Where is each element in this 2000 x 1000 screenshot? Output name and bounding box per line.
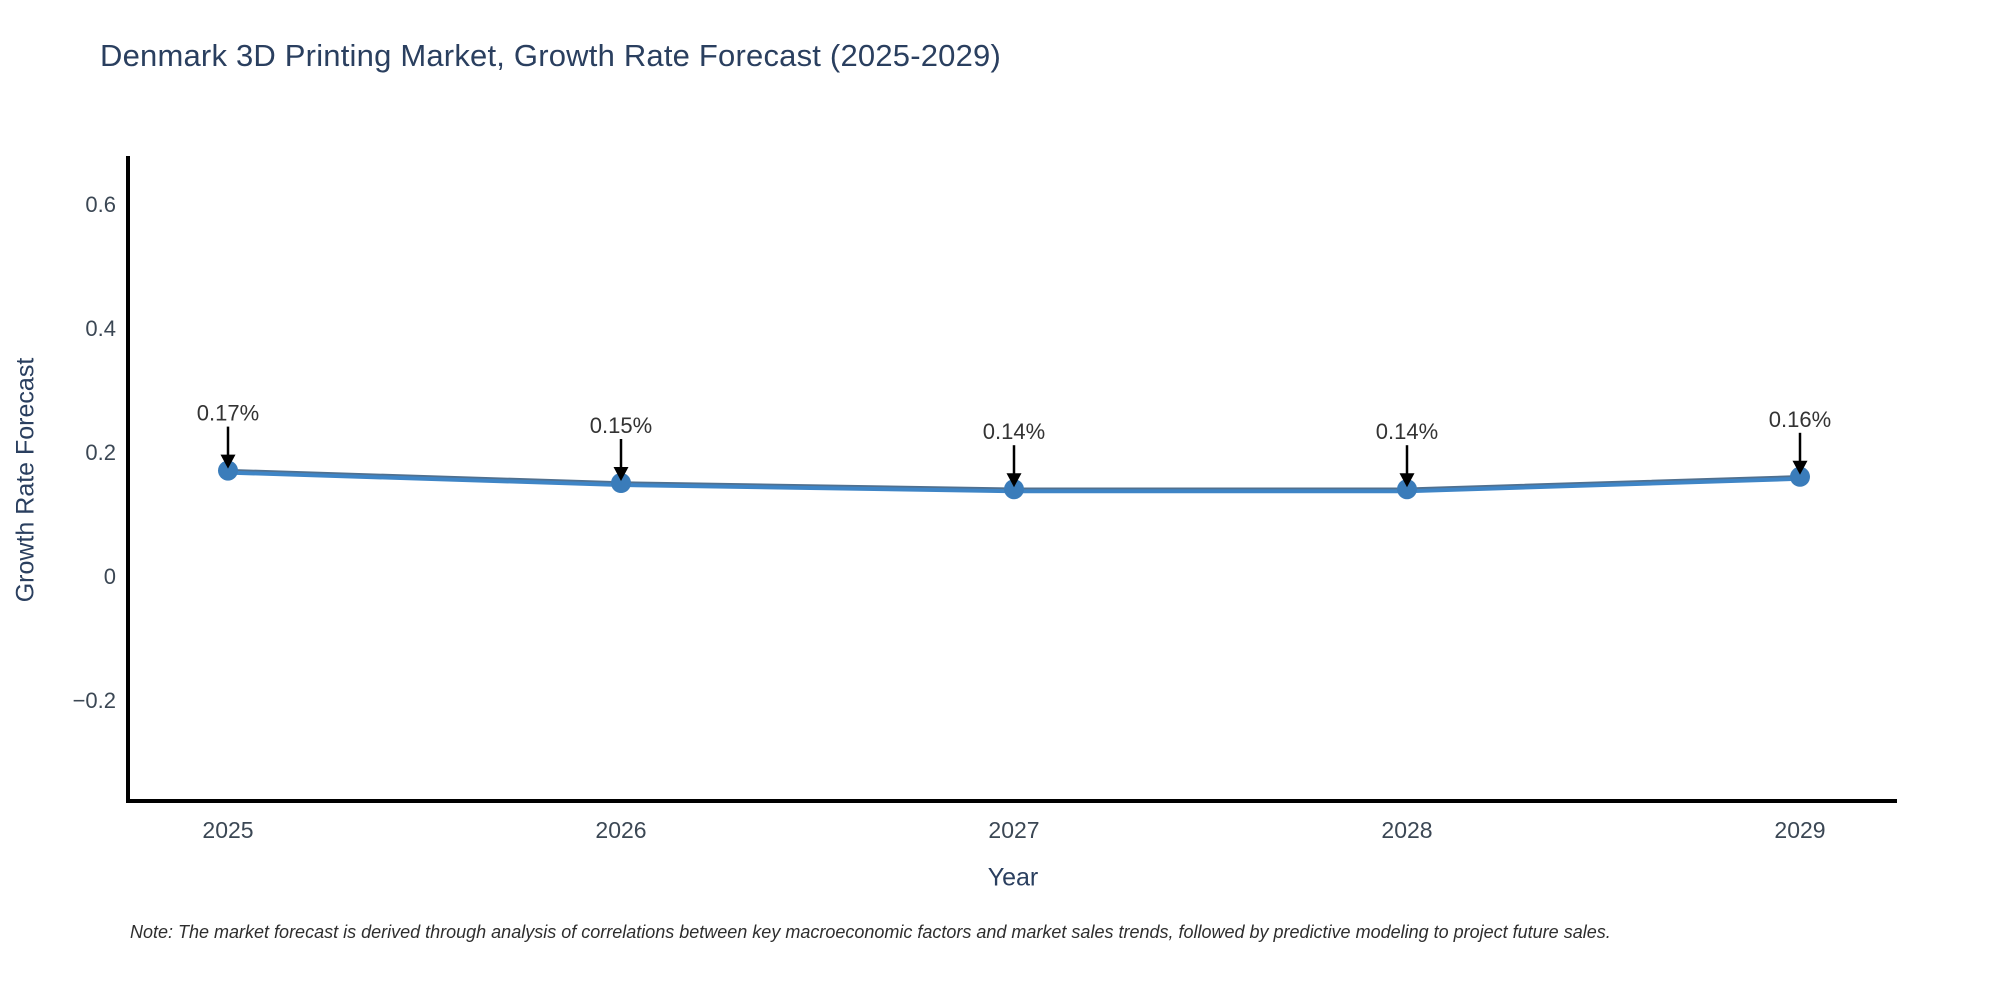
y-axis-title: Growth Rate Forecast (11, 357, 40, 603)
x-axis-title: Year (987, 863, 1039, 892)
data-point-label: 0.15% (590, 413, 652, 438)
chart-title: Denmark 3D Printing Market, Growth Rate … (100, 38, 1002, 73)
x-tick-label: 2029 (1774, 817, 1825, 843)
annotation-arrow-head (1006, 473, 1022, 488)
y-tick-label: 0.2 (85, 440, 116, 465)
y-tick-label: 0.6 (85, 192, 116, 217)
data-point-marker (1397, 479, 1417, 500)
data-point-marker (218, 460, 238, 481)
annotation-arrow-head (613, 467, 629, 481)
data-point-marker (1004, 479, 1024, 500)
x-tick-label: 2028 (1381, 817, 1432, 843)
data-point-label: 0.16% (1769, 407, 1831, 432)
data-point-label: 0.17% (197, 401, 259, 426)
x-tick-label: 2026 (595, 817, 646, 843)
y-tick-label: 0 (104, 564, 116, 589)
data-point-label: 0.14% (1376, 419, 1438, 444)
annotation-arrow-head (1792, 460, 1808, 475)
footnote: Note: The market forecast is derived thr… (130, 922, 1611, 942)
data-point-marker (611, 473, 631, 493)
x-tick-label: 2025 (202, 817, 253, 843)
annotation-arrow-head (220, 454, 236, 469)
data-point-label: 0.14% (983, 419, 1045, 444)
x-tick-label: 2027 (988, 817, 1039, 843)
y-tick-label: 0.4 (85, 316, 116, 341)
annotation-arrow-head (1399, 473, 1415, 488)
data-point-marker (1790, 466, 1810, 487)
y-tick-label: −0.2 (73, 688, 116, 713)
